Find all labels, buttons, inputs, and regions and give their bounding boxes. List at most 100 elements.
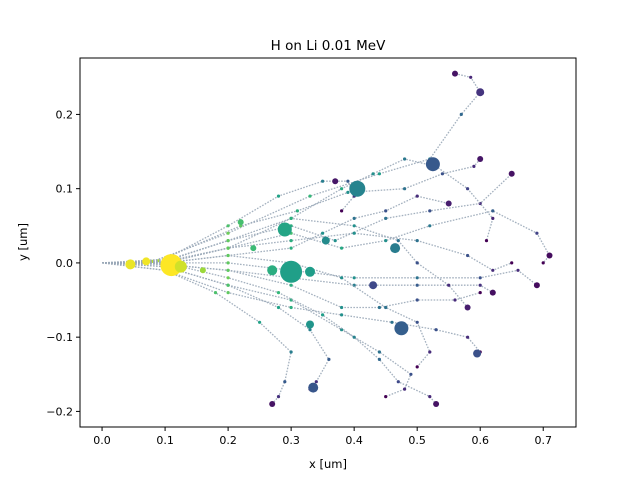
trajectory-10-vertex: [283, 380, 287, 384]
trajectory-4-vertex: [428, 224, 432, 228]
collision-marker: [464, 304, 471, 311]
trajectory-8-vertex: [340, 328, 344, 332]
trajectory-7-vertex: [340, 305, 344, 310]
trajectory-15-vertex: [289, 246, 293, 250]
collision-marker: [142, 257, 151, 266]
trajectory-15-vertex: [352, 216, 356, 220]
trajectory-12: [102, 262, 437, 405]
trajectory-2-vertex: [346, 190, 350, 194]
trajectory-17-vertex: [226, 224, 230, 228]
trajectory-5-vertex: [352, 276, 356, 280]
x-axis-title: x [um]: [309, 457, 347, 471]
trajectory-2-vertex: [403, 187, 407, 191]
trajectory-4-vertex: [340, 246, 344, 250]
trajectory-14-vertex: [491, 268, 495, 272]
trajectory-2-vertex: [440, 172, 444, 176]
x-tick-label: 0.7: [534, 434, 552, 447]
trajectory-15-vertex: [415, 194, 419, 198]
trajectory-10-vertex: [276, 395, 281, 399]
trajectory-12-vertex: [276, 291, 281, 295]
trajectory-16-vertex: [340, 276, 344, 280]
x-tick-label: 0.2: [219, 434, 237, 447]
trajectory-1-vertex: [377, 172, 381, 176]
collision-marker: [546, 252, 553, 259]
trajectory-12-vertex: [321, 313, 325, 317]
trajectory-9-vertex: [390, 320, 394, 324]
y-tick-label: 0.2: [56, 108, 74, 121]
trajectory-13-vertex: [371, 172, 375, 176]
x-tick-label: 0.4: [345, 434, 363, 447]
trajectory-11-vertex: [308, 328, 312, 332]
trajectory-1-vertex: [459, 112, 463, 116]
trajectory-17-vertex: [276, 194, 281, 198]
collision-marker: [267, 265, 278, 276]
trajectory-2-vertex: [239, 224, 243, 228]
y-tick-label: −0.2: [46, 405, 73, 418]
trajectory-9-vertex: [340, 313, 344, 317]
trajectory-16-vertex: [415, 365, 419, 369]
trajectory-12-vertex: [428, 395, 432, 399]
trajectory-14-vertex: [510, 261, 514, 265]
trajectory-12-vertex: [377, 357, 381, 361]
collision-marker: [199, 267, 206, 274]
x-tick-label: 0.5: [408, 434, 426, 447]
trajectory-7-vertex: [289, 283, 293, 287]
x-axis-ticks: 0.0 0.1 0.2 0.3 0.4 0.5 0.6 0.7: [93, 427, 552, 447]
x-tick-label: 0.0: [93, 434, 111, 447]
collision-marker: [321, 236, 330, 245]
trajectory-4-vertex: [384, 239, 388, 243]
collision-marker: [125, 259, 136, 270]
trajectory-4-vertex: [541, 261, 545, 265]
collision-marker: [369, 281, 378, 290]
trajectory-14-vertex: [289, 239, 293, 243]
collision-marker: [433, 401, 440, 407]
collision-marker: [473, 349, 482, 358]
trajectory-18-vertex: [289, 216, 293, 220]
trajectory-12-vertex: [226, 276, 230, 280]
trajectory-11-vertex: [226, 283, 230, 287]
collision-marker: [489, 289, 496, 296]
trajectory-13-vertex: [466, 187, 470, 191]
trajectory-13-vertex: [484, 239, 489, 243]
collision-marker: [277, 222, 292, 237]
trajectory-11-vertex: [327, 357, 331, 361]
collision-marker: [445, 200, 452, 207]
trajectory-17: [102, 180, 355, 264]
trajectory-16-vertex: [428, 350, 432, 354]
collision-marker: [349, 180, 366, 197]
trajectory-16: [102, 254, 431, 368]
trajectory-18-vertex: [447, 283, 451, 287]
trajectory-12-vertex: [396, 380, 400, 384]
trajectory-10-vertex: [213, 291, 218, 295]
collision-marker: [476, 88, 485, 97]
trajectory-4-vertex: [491, 209, 495, 213]
trajectory-6-vertex: [478, 283, 482, 287]
collision-marker: [308, 382, 319, 393]
trajectory-11-vertex: [314, 380, 318, 384]
trajectory-7-vertex: [453, 298, 457, 302]
trajectory-11-vertex: [276, 305, 281, 310]
trajectory-1-vertex: [308, 194, 312, 198]
trajectory-14: [102, 232, 512, 272]
collision-marker: [425, 157, 440, 172]
trajectory-16-vertex: [415, 320, 419, 324]
trajectory-9-vertex: [434, 328, 438, 332]
trajectory-8-vertex: [377, 350, 381, 354]
trajectory-1-vertex: [469, 75, 473, 79]
trajectory-8-vertex: [384, 395, 388, 399]
trajectory-1-vertex: [226, 231, 230, 235]
y-tick-label: −0.1: [46, 331, 73, 344]
trajectory-10-vertex: [258, 320, 262, 324]
collision-marker: [305, 266, 315, 277]
trajectory-9-vertex: [289, 305, 293, 310]
x-tick-label: 0.6: [471, 434, 489, 447]
x-tick-label: 0.3: [282, 434, 300, 447]
trajectory-7-vertex: [226, 268, 230, 272]
trajectory-7-vertex: [478, 291, 482, 295]
trajectory-2-vertex: [295, 209, 299, 213]
trajectory-6-vertex: [352, 283, 356, 287]
collision-marker: [237, 219, 244, 226]
trajectory-3-vertex: [333, 239, 337, 243]
trajectory-13-vertex: [340, 187, 344, 191]
